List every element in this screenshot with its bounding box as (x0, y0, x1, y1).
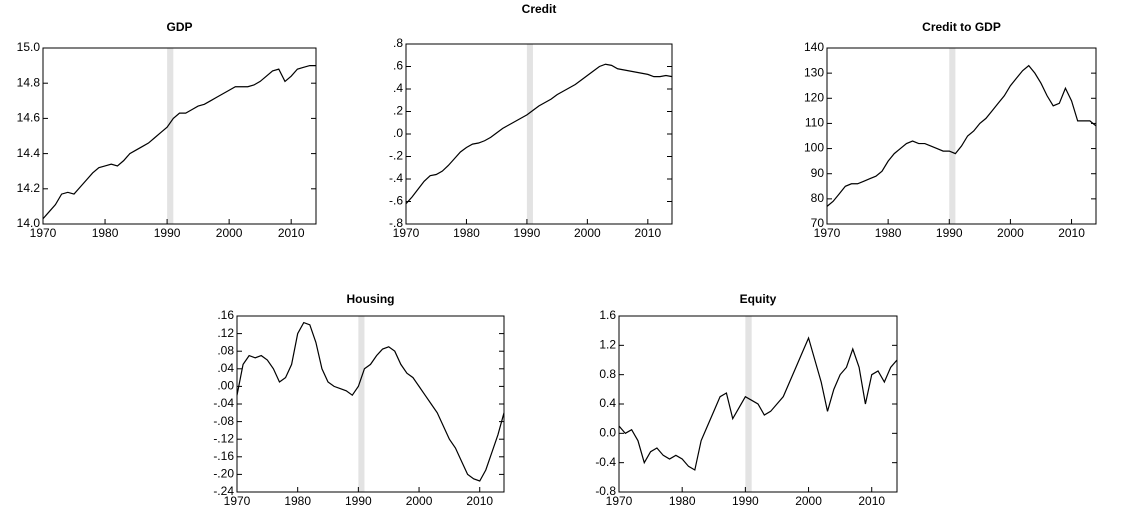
x-tick-label: 1970 (814, 226, 841, 240)
plot-frame (42, 47, 317, 225)
y-tick-label: -0.4 (595, 455, 616, 469)
plot-frame (826, 47, 1097, 225)
shaded-period (949, 48, 956, 224)
x-tick-label: 1990 (345, 494, 372, 508)
x-tick-label: 2000 (997, 226, 1024, 240)
y-tick-label: -.24 (213, 484, 234, 498)
y-tick-label: .8 (393, 36, 403, 50)
y-tick-label: 1.6 (599, 308, 616, 322)
plot-frame (618, 315, 898, 493)
y-tick-label: 14.4 (17, 146, 41, 160)
y-tick-label: -.12 (213, 431, 234, 445)
y-tick-label: 100 (804, 141, 824, 155)
y-tick-label: .4 (393, 81, 403, 95)
plot-frame (405, 43, 673, 225)
shaded-period (167, 48, 174, 224)
chart-title: Housing (347, 292, 395, 306)
x-tick-label: 1990 (514, 226, 541, 240)
y-tick-label: 90 (811, 166, 825, 180)
shaded-period (358, 316, 365, 492)
y-tick-label: 70 (811, 216, 825, 230)
y-tick-label: -0.8 (595, 484, 616, 498)
x-tick-label: 1970 (224, 494, 251, 508)
chart-title: GDP (166, 20, 192, 34)
x-tick-label: 2010 (1058, 226, 1085, 240)
y-tick-label: 15.0 (17, 40, 41, 54)
series-line (618, 336, 898, 471)
y-tick-label: -.08 (213, 414, 234, 428)
x-tick-label: 1990 (936, 226, 963, 240)
y-tick-label: 130 (804, 65, 824, 79)
y-tick-label: 0.0 (599, 426, 616, 440)
y-tick-label: -.2 (389, 149, 403, 163)
y-tick-label: -.16 (213, 449, 234, 463)
x-tick-label: 2010 (634, 226, 661, 240)
y-tick-label: .2 (393, 104, 403, 118)
x-tick-label: 1980 (453, 226, 480, 240)
shaded-period (745, 316, 752, 492)
y-tick-label: 140 (804, 40, 824, 54)
plot-frame (236, 315, 505, 493)
y-tick-label: -.6 (389, 194, 403, 208)
x-tick-label: 1980 (92, 226, 119, 240)
chart-title: Credit to GDP (922, 20, 1001, 34)
x-tick-label: 1980 (284, 494, 311, 508)
x-tick-label: 2010 (278, 226, 305, 240)
y-tick-label: 14.8 (17, 75, 41, 89)
x-tick-label: 2010 (466, 494, 493, 508)
x-tick-label: 2000 (406, 494, 433, 508)
x-tick-label: 1970 (606, 494, 633, 508)
x-tick-label: 1990 (154, 226, 181, 240)
y-tick-label: 120 (804, 90, 824, 104)
y-tick-label: .6 (393, 59, 403, 73)
x-tick-label: 1990 (732, 494, 759, 508)
series-line (405, 63, 673, 205)
y-tick-label: .08 (217, 343, 234, 357)
y-tick-label: 0.8 (599, 367, 616, 381)
y-tick-label: 1.2 (599, 338, 616, 352)
x-tick-label: 2000 (795, 494, 822, 508)
y-tick-label: .0 (393, 126, 403, 140)
y-tick-label: .16 (217, 308, 234, 322)
y-tick-label: .00 (217, 379, 234, 393)
x-tick-label: 2010 (858, 494, 885, 508)
series-line (236, 321, 505, 482)
y-tick-label: .04 (217, 361, 234, 375)
y-tick-label: -.20 (213, 467, 234, 481)
series-line (42, 65, 316, 220)
x-tick-label: 1980 (875, 226, 902, 240)
chart-title: Credit (522, 2, 557, 16)
y-tick-label: .12 (217, 326, 234, 340)
y-tick-label: -.4 (389, 171, 403, 185)
shaded-period (526, 44, 533, 224)
y-tick-label: -.8 (389, 216, 403, 230)
x-tick-label: 1980 (669, 494, 696, 508)
y-tick-label: 0.4 (599, 396, 616, 410)
x-tick-label: 1970 (393, 226, 420, 240)
x-tick-label: 2000 (574, 226, 601, 240)
y-tick-label: 110 (805, 116, 824, 130)
chart-title: Equity (740, 292, 777, 306)
x-tick-label: 1970 (30, 226, 57, 240)
series-line (826, 64, 1097, 207)
y-tick-label: 80 (811, 191, 825, 205)
y-tick-label: 14.2 (17, 181, 41, 195)
x-tick-label: 2000 (216, 226, 243, 240)
y-tick-label: -.04 (213, 396, 234, 410)
y-tick-label: 14.0 (17, 216, 41, 230)
y-tick-label: 14.6 (17, 111, 41, 125)
